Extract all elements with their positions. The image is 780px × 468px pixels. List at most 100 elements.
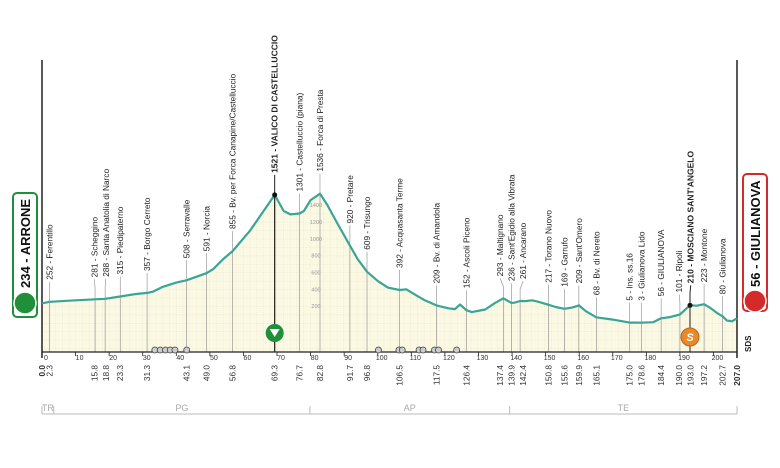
- waypoint-label: 68 - Bv. di Nereto: [591, 231, 601, 295]
- road-marker-icon: [183, 346, 191, 354]
- waypoint-line: [678, 294, 681, 352]
- region-label: PG: [175, 403, 188, 413]
- waypoint-km-label: 49.0: [202, 365, 212, 382]
- region-label: AP: [404, 403, 416, 413]
- waypoint-km-label: 96.8: [362, 365, 372, 382]
- waypoint-label: 252 - Ferentillo: [45, 224, 55, 280]
- waypoint-line: [499, 278, 504, 352]
- x-tick-label: 0: [44, 355, 48, 362]
- x-tick-label: 50: [210, 355, 218, 362]
- start-bike-icon: [13, 291, 37, 315]
- waypoint-label: 210 - MOSCIANO SANT'ANGELO: [686, 151, 696, 284]
- road-marker-icon: [419, 346, 427, 354]
- sds-logo: SDS: [744, 335, 753, 352]
- waypoint-label: 5 - Ins. ss.16: [625, 253, 635, 301]
- road-marker-icon: [398, 346, 406, 354]
- waypoint-km-label: 69.3: [270, 365, 280, 382]
- waypoint-label: 1521 - VALICO DI CASTELLUCCIO: [270, 35, 280, 173]
- elevation-tick-label: 200: [311, 304, 320, 310]
- waypoint-label: 508 - Serravalle: [182, 199, 192, 258]
- x-tick-label: 70: [277, 355, 285, 362]
- road-marker-icon: [453, 346, 461, 354]
- waypoint-km-label: 150.8: [543, 365, 553, 386]
- elevation-tick-label: 800: [311, 254, 320, 260]
- sprint-icon: [680, 327, 700, 347]
- x-tick-label: 130: [477, 355, 489, 362]
- x-tick-label: 190: [678, 355, 690, 362]
- waypoint-km-label: 139.9: [507, 365, 517, 386]
- elevation-tick-label: 1200: [310, 220, 322, 226]
- start-badge: 234 - ARRONE: [12, 192, 38, 318]
- waypoint-km-label: 126.4: [461, 365, 471, 386]
- waypoint-km-label: 142.4: [518, 365, 528, 386]
- finish-bike-icon: [743, 289, 767, 313]
- kom-triangle-icon: [269, 329, 280, 337]
- x-tick-label: 200: [712, 355, 724, 362]
- waypoint-km-label: 197.2: [699, 365, 709, 386]
- x-tick-label: 100: [376, 355, 388, 362]
- waypoint-km-label: 165.1: [591, 365, 601, 386]
- x-tick-label: 80: [311, 355, 319, 362]
- waypoint-km-label: 82.8: [315, 365, 325, 382]
- waypoint-label: 609 - Trisungo: [362, 196, 372, 249]
- finish-km-label: 207.0: [732, 365, 742, 386]
- waypoint-line: [519, 280, 524, 352]
- waypoint-label: 152 - Ascoli Piceno: [461, 217, 471, 288]
- waypoint-label: 392 - Acquasanta Terme: [395, 178, 405, 268]
- waypoint-km-label: 137.4: [495, 365, 505, 386]
- start-km-label: 0.0: [37, 365, 47, 377]
- grid-pattern: [42, 193, 737, 352]
- waypoint-label: 855 - Bv. per Forca Canapine/Castellucci…: [228, 73, 238, 229]
- road-marker-icon: [375, 346, 382, 354]
- region-label: TR: [42, 403, 54, 413]
- waypoint-km-label: 193.0: [686, 365, 696, 386]
- waypoint-km-label: 178.6: [637, 365, 647, 386]
- waypoint-km-label: 117.5: [432, 365, 442, 386]
- elevation-tick-label: 1400: [310, 203, 322, 209]
- waypoint-label: 281 - Scheggino: [89, 217, 99, 278]
- waypoint-label: 217 - Torano Nuovo: [543, 210, 553, 283]
- waypoint-km-label: 56.8: [228, 365, 238, 382]
- road-marker-icon: [435, 346, 442, 354]
- waypoint-label: 223 - Montone: [699, 228, 709, 282]
- waypoint-line: [94, 279, 96, 352]
- elevation-tick-label: 600: [311, 270, 320, 276]
- x-tick-label: 90: [344, 355, 352, 362]
- waypoint-label: 169 - Garrufo: [559, 237, 569, 287]
- waypoint-label: 357 - Borgo Cerreto: [142, 197, 152, 271]
- region-label: TE: [618, 403, 630, 413]
- waypoint-label: 80 - Giulianova: [718, 238, 728, 294]
- waypoint-label: 209 - Sant'Omero: [574, 218, 584, 284]
- x-tick-label: 180: [645, 355, 657, 362]
- waypoint-label: 1536 - Forca di Presta: [315, 89, 325, 171]
- kom-point: [272, 192, 278, 198]
- waypoint-label: 288 - Santa Anatolia di Narco: [101, 168, 111, 276]
- waypoint-label: 56 - GIULIANOVA: [656, 229, 666, 296]
- sprint-label: S: [686, 332, 694, 344]
- waypoint-km-label: 31.3: [142, 365, 152, 382]
- waypoint-km-label: 106.5: [395, 365, 405, 386]
- waypoint-km-label: 159.9: [574, 365, 584, 386]
- x-tick-label: 60: [244, 355, 252, 362]
- elevation-tick-label: 1000: [310, 237, 322, 243]
- profile-line: [41, 192, 738, 324]
- waypoint-label: 591 - Norcia: [202, 206, 212, 252]
- x-tick-label: 170: [611, 355, 623, 362]
- waypoint-label: 101 - Ripoli: [674, 250, 684, 292]
- waypoint-km-label: 18.8: [101, 365, 111, 382]
- waypoint-label: 315 - Piedipaterno: [115, 206, 125, 274]
- x-tick-label: 120: [443, 355, 455, 362]
- waypoint-km-label: 202.7: [718, 365, 728, 386]
- waypoint-line: [104, 278, 107, 352]
- x-tick-label: 10: [76, 355, 84, 362]
- waypoint-label: 1301 - Castelluccio (piana): [295, 93, 305, 192]
- waypoint-km-label: 23.3: [115, 365, 125, 382]
- waypoint-km-label: 190.0: [674, 365, 684, 386]
- finish-badge: 56 - GIULIANOVA: [742, 173, 768, 313]
- waypoint-km-label: 184.4: [656, 365, 666, 386]
- finish-label: 56 - GIULIANOVA: [748, 180, 763, 287]
- waypoint-km-label: 155.6: [559, 365, 569, 386]
- waypoint-km-label: 175.0: [625, 365, 635, 386]
